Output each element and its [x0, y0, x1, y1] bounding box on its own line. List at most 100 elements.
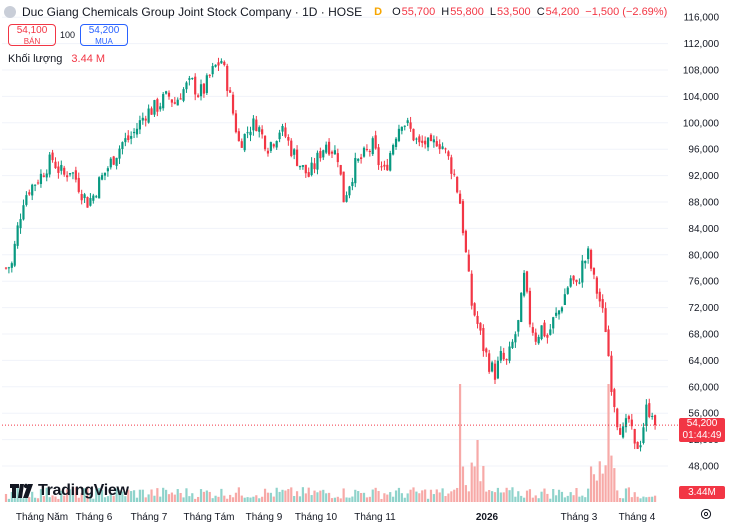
volume-bar [258, 498, 261, 502]
last-price-tag: 54,200 01:44:49 [679, 418, 725, 442]
volume-bar [162, 487, 165, 502]
candle-body [485, 348, 488, 353]
candle-body [249, 131, 252, 136]
volume-bar [621, 498, 625, 502]
volume-bar [217, 496, 220, 502]
volume-bar [467, 491, 470, 502]
volume-bar [16, 488, 19, 502]
volume-bar [313, 490, 316, 502]
y-tick-label: 88,000 [688, 198, 719, 209]
gear-icon[interactable] [700, 508, 712, 520]
volume-bar [438, 492, 441, 502]
volume-bar [607, 384, 610, 502]
tradingview-logo[interactable]: TradingView [10, 482, 129, 500]
candle-body [365, 148, 369, 150]
volume-bar [86, 487, 89, 502]
candle-body [176, 99, 179, 106]
volume-bar [496, 487, 500, 502]
volume-bar [636, 496, 639, 502]
symbol-title[interactable]: Duc Giang Chemicals Group Joint Stock Co… [22, 5, 363, 19]
candle-body [301, 165, 304, 167]
candle-body [578, 282, 581, 284]
candle-body [403, 125, 406, 127]
volume-bar [147, 494, 150, 502]
candle-body [327, 141, 331, 155]
volume-bar [28, 497, 31, 502]
candle-body [397, 128, 401, 142]
y-tick-label: 80,000 [688, 250, 719, 261]
volume-bar [103, 497, 107, 502]
candle-body [159, 106, 162, 110]
candle-body [89, 198, 92, 206]
candle-body [124, 138, 127, 143]
candle-body [237, 131, 240, 142]
volume-bar [362, 492, 366, 502]
candle-body [150, 108, 153, 115]
candle-body [234, 113, 238, 133]
volume-bar [508, 490, 511, 502]
volume-bar [653, 495, 657, 502]
candle-body [429, 134, 433, 142]
candle-body [290, 140, 293, 156]
volume-bar [572, 495, 575, 502]
buy-price: 54,200 [88, 25, 120, 36]
volume-legend[interactable]: Khối lượng 3.44 M [8, 53, 105, 65]
candle-body [392, 144, 395, 155]
volume-bar [461, 466, 465, 502]
volume-bar [197, 496, 200, 502]
candle-body [39, 173, 43, 184]
delayed-data-flag[interactable]: D [374, 6, 383, 18]
buy-button[interactable]: 54,200 MUA [80, 24, 128, 46]
candle-body [607, 329, 610, 357]
y-tick-label: 60,000 [688, 382, 719, 393]
candle-body [630, 419, 633, 427]
candle-body [426, 137, 430, 148]
volume-bar [240, 495, 243, 502]
volume-bar [505, 487, 508, 502]
volume-bar [557, 489, 561, 502]
volume-bar [560, 491, 564, 502]
candle-body [592, 268, 596, 275]
volume-value: 3.44 M [71, 53, 106, 65]
candle-body [319, 151, 322, 159]
volume-bar [581, 495, 584, 502]
candle-body [566, 287, 569, 294]
candle-body [25, 195, 28, 205]
volume-bar [141, 489, 144, 502]
volume-bar [464, 485, 467, 502]
sell-button[interactable]: 54,100 BÁN [8, 24, 56, 46]
volume-bar [406, 493, 409, 502]
candle-body [613, 389, 616, 407]
volume-bar [243, 497, 246, 502]
volume-bar [115, 488, 118, 502]
y-tick-label: 116,000 [684, 13, 720, 24]
candle-body [199, 84, 203, 97]
spread-value: 100 [60, 30, 76, 40]
candle-body [135, 128, 139, 135]
candle-body [409, 122, 412, 129]
volume-bar [418, 493, 421, 502]
volume-bar [98, 488, 101, 502]
volume-bar [648, 496, 651, 502]
candle-body [394, 138, 398, 147]
candle-body [106, 168, 109, 172]
volume-bar [470, 462, 473, 502]
volume-bar [525, 490, 529, 502]
volume-bar [316, 492, 319, 502]
volume-bar [164, 489, 168, 502]
volume-bar [208, 491, 211, 502]
volume-bar [456, 487, 459, 502]
candle-body [208, 74, 211, 76]
sell-price: 54,100 [16, 25, 48, 36]
tradingview-brand: TradingView [38, 482, 129, 499]
volume-bar [642, 496, 645, 502]
volume-bar [502, 492, 505, 502]
candle-body [412, 128, 415, 141]
volume-bar [63, 495, 66, 502]
volume-bar [68, 489, 72, 502]
volume-bar [185, 488, 188, 502]
candle-body [389, 153, 392, 171]
volume-bar [645, 497, 648, 502]
x-tick-label: Tháng 10 [295, 512, 338, 523]
